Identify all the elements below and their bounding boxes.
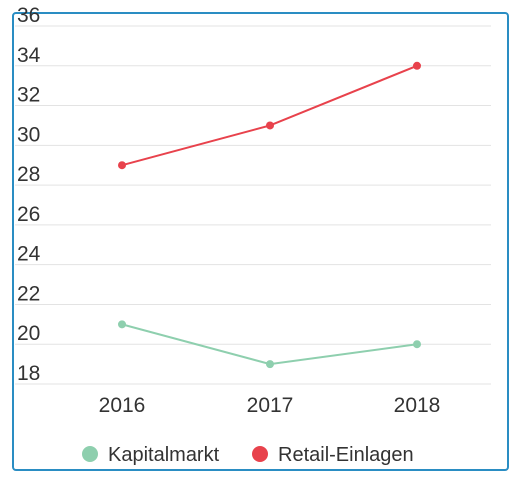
y-tick-label: 22 bbox=[17, 282, 40, 305]
series-line-1 bbox=[121, 64, 418, 167]
x-axis-ticks: 2016 2017 2018 bbox=[99, 394, 441, 417]
y-tick-label: 18 bbox=[17, 362, 40, 385]
data-point bbox=[266, 121, 274, 130]
legend: Kapitalmarkt Retail-Einlagen bbox=[82, 444, 414, 466]
grid-lines bbox=[15, 25, 491, 385]
y-tick-label: 30 bbox=[17, 123, 40, 146]
data-point bbox=[118, 161, 126, 170]
legend-label-1: Retail-Einlagen bbox=[278, 444, 414, 466]
y-tick-label: 28 bbox=[17, 163, 40, 186]
y-axis-ticks: 18 20 22 24 26 28 30 32 34 36 bbox=[17, 4, 41, 385]
y-tick-label: 32 bbox=[17, 84, 40, 107]
series-layer bbox=[118, 61, 421, 369]
legend-marker-0 bbox=[82, 446, 98, 462]
legend-label-0: Kapitalmarkt bbox=[108, 444, 220, 466]
x-tick-label: 2018 bbox=[394, 394, 441, 417]
legend-marker-1 bbox=[252, 446, 268, 462]
chart-frame bbox=[12, 12, 509, 471]
y-tick-label: 20 bbox=[17, 322, 40, 345]
y-tick-label: 26 bbox=[17, 203, 40, 226]
data-point bbox=[413, 340, 421, 349]
x-tick-label: 2016 bbox=[99, 394, 146, 417]
x-tick-label: 2017 bbox=[247, 394, 294, 417]
data-point bbox=[413, 61, 421, 70]
data-point bbox=[118, 320, 126, 329]
y-tick-label: 36 bbox=[17, 4, 40, 27]
y-tick-label: 34 bbox=[17, 44, 41, 67]
data-point bbox=[266, 360, 274, 369]
y-tick-label: 24 bbox=[17, 243, 41, 266]
